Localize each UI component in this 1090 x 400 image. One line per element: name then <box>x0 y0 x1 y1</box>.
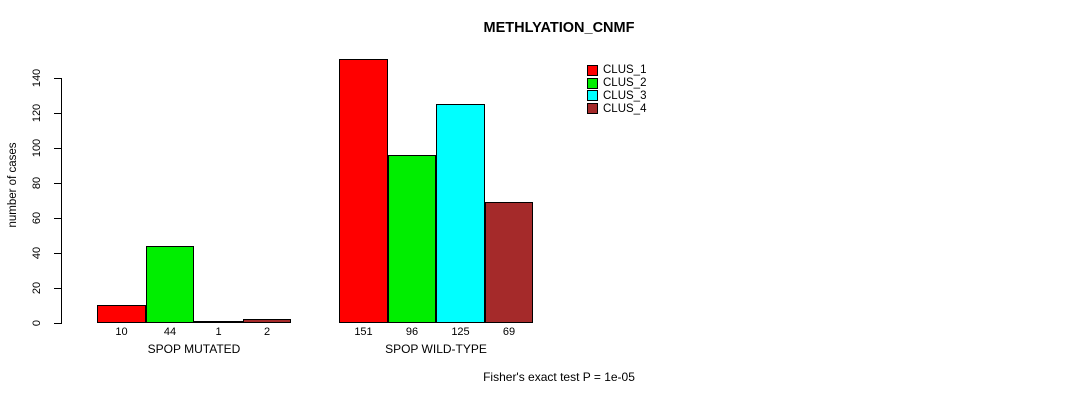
y-axis-tick-label: 100 <box>31 138 43 158</box>
y-axis-tick-label: 40 <box>31 246 43 260</box>
y-axis-tick <box>54 183 61 184</box>
y-axis-tick <box>54 323 61 324</box>
legend-label: CLUS_4 <box>603 102 647 115</box>
legend-item-clus_1: CLUS_1 <box>587 64 646 77</box>
bar-value-label: 10 <box>115 326 128 338</box>
bar-clus_4-group2 <box>485 202 533 323</box>
chart-title: METHLYATION_CNMF <box>483 20 635 36</box>
bar-value-label: 151 <box>354 326 373 338</box>
legend-item-clus_3: CLUS_3 <box>587 90 646 103</box>
legend-item-clus_4: CLUS_4 <box>587 102 646 115</box>
bar-clus_3-group2 <box>436 104 485 323</box>
y-axis-tick-label: 60 <box>31 211 43 225</box>
legend: CLUS_1 CLUS_2 CLUS_3 CLUS_4 <box>587 64 646 115</box>
y-axis-tick-label: 20 <box>31 281 43 295</box>
bar-clus_1-group1 <box>97 305 146 323</box>
legend-swatch <box>587 64 598 76</box>
legend-swatch <box>587 77 598 89</box>
legend-label: CLUS_1 <box>603 64 647 77</box>
bar-clus_3-group1 <box>194 321 243 323</box>
bar-value-label: 1 <box>215 326 222 338</box>
bar-clus_1-group2 <box>339 59 388 323</box>
legend-swatch <box>587 103 598 115</box>
bar-clus_4-group1 <box>243 319 291 323</box>
y-axis-tick <box>54 288 61 289</box>
y-axis-tick <box>54 148 61 149</box>
group-label: SPOP WILD-TYPE <box>385 342 487 356</box>
y-axis-tick-label: 120 <box>31 103 43 123</box>
y-axis-tick-label: 80 <box>31 176 43 190</box>
legend-label: CLUS_3 <box>603 89 647 102</box>
group-label: SPOP MUTATED <box>147 342 241 356</box>
stat-annotation: Fisher's exact test P = 1e-05 <box>483 370 635 384</box>
legend-item-clus_2: CLUS_2 <box>587 77 646 90</box>
y-axis-label: number of cases <box>7 142 19 228</box>
bar-clus_2-group1 <box>146 246 194 323</box>
legend-swatch <box>587 90 598 102</box>
bar-value-label: 96 <box>405 326 419 338</box>
bar-clus_2-group2 <box>388 155 436 323</box>
legend-label: CLUS_2 <box>603 77 647 90</box>
y-axis-tick <box>54 218 61 219</box>
y-axis-tick-label: 0 <box>31 319 43 327</box>
bar-value-label: 44 <box>163 326 177 338</box>
y-axis-tick <box>54 78 61 79</box>
bar-value-label: 69 <box>502 326 516 338</box>
y-axis-tick-label: 140 <box>31 68 43 88</box>
y-axis-line <box>61 78 62 324</box>
bar-value-label: 2 <box>263 326 271 338</box>
bar-value-label: 125 <box>451 326 470 338</box>
y-axis-tick <box>54 113 61 114</box>
y-axis-tick <box>54 253 61 254</box>
